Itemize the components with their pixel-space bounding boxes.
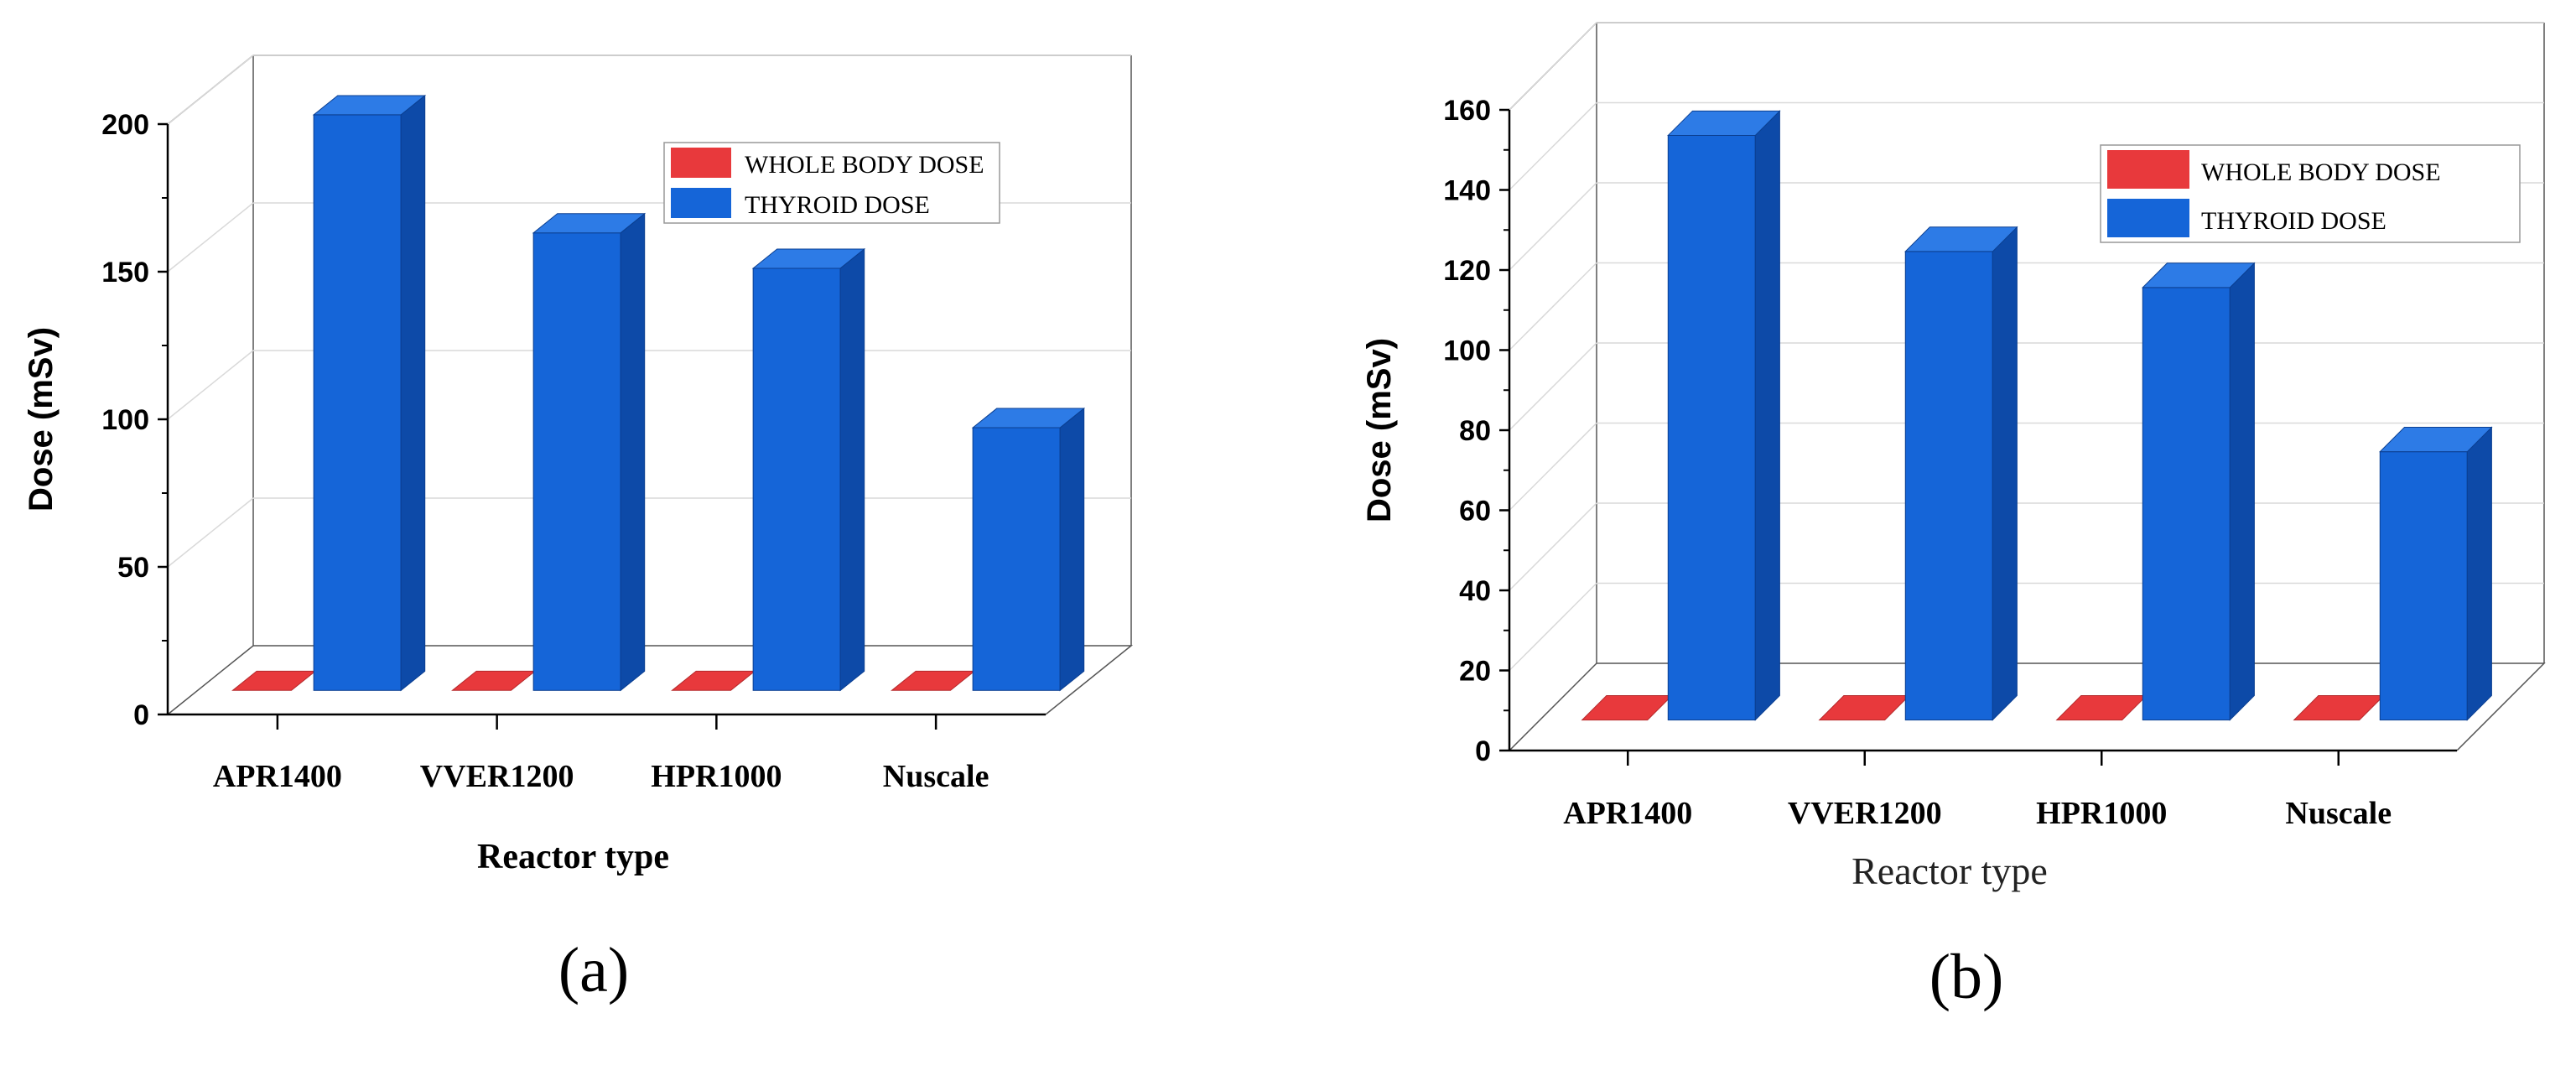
thyroid-bar [2142,287,2231,721]
panel-label: (a) [558,935,629,1005]
thyroid-bar-side [1754,110,1780,721]
thyroid-bar-side [1059,408,1085,692]
whole-body-bar [231,670,317,691]
whole-body-bar [1818,694,1911,721]
thyroid-bar-top [532,213,647,234]
thyroid-bar-top [971,408,1086,429]
x-axis-title: Reactor type [1852,849,2048,892]
gridline-side [167,350,254,420]
y-tick-label: 100 [1443,335,1491,367]
x-tick-label: HPR1000 [651,759,782,794]
thyroid-bar [972,427,1061,691]
thyroid-bar-side [2229,262,2255,721]
gridline-side [167,55,254,125]
x-tick-label: Nuscale [2285,796,2392,831]
thyroid-bar-top [2142,262,2256,288]
thyroid-bar-top [2379,427,2493,453]
y-tick-label: 60 [1459,496,1491,527]
legend-swatch-whole-body [671,148,731,178]
y-tick-label: 80 [1459,415,1491,447]
thyroid-bar-top [1904,226,2018,252]
whole-body-bar [1581,694,1674,721]
whole-body-bar [2293,694,2386,721]
thyroid-bar [1667,134,1756,721]
gridline-side [1509,101,1597,191]
thyroid-bar-top [312,95,427,116]
gridline-side [1509,22,1597,111]
thyroid-bar [2379,451,2468,721]
x-tick-label: VVER1200 [420,759,574,794]
gridline-side [167,202,254,273]
y-tick-label: 200 [101,109,149,141]
panel-label: (b) [1929,942,2004,1012]
thyroid-bar-top [751,248,866,269]
gridline-side [1509,422,1597,512]
thyroid-bar-side [2466,426,2492,721]
legend-label: THYROID DOSE [745,191,930,219]
thyroid-bar-side [1992,226,2018,721]
gridline-side [1509,262,1597,351]
y-tick-label: 100 [101,404,149,436]
chart-panel-a: 0 50 100 150 200 APR1400 VVER1200 HPR1000 Nuscal… [23,55,1134,1005]
thyroid-bar [752,268,841,691]
whole-body-bar [891,670,976,691]
x-tick-label: APR1400 [1563,796,1692,831]
x-tick-label: Nuscale [883,759,989,794]
legend-swatch-thyroid [671,188,731,218]
gridline-side [1509,582,1597,672]
y-tick-label: 50 [117,552,149,584]
y-tick-label: 120 [1443,255,1491,287]
y-tick-label: 0 [133,699,149,731]
legend-label: WHOLE BODY DOSE [745,151,984,179]
legend-swatch-thyroid [2107,199,2189,237]
y-axis-title: Dose (mSv) [23,327,60,512]
x-tick-label: APR1400 [213,759,342,794]
gridline-side [1509,502,1597,591]
legend-swatch-whole-body [2107,150,2189,189]
y-tick-label: 20 [1459,656,1491,688]
thyroid-bar-side [400,94,426,692]
thyroid-bar [1904,251,1993,721]
x-axis-title: Reactor type [477,838,669,876]
y-axis-title: Dose (mSv) [1361,338,1398,522]
whole-body-bar [2055,694,2148,721]
thyroid-bar-side [620,212,646,692]
whole-body-bar [451,670,537,691]
gridline-side [1509,182,1597,271]
y-tick-label: 40 [1459,575,1491,607]
legend-label: WHOLE BODY DOSE [2201,158,2441,186]
y-tick-label: 150 [101,257,149,288]
whole-body-bar [671,670,756,691]
legend-label: THYROID DOSE [2201,207,2386,235]
gridline-side [1509,342,1597,431]
thyroid-bar [532,232,621,691]
thyroid-bar-side [839,247,865,692]
y-tick-label: 0 [1475,735,1491,767]
chart-panel-b: 0 20 40 60 80 100 120 140 160 APR1400 VVER1200 HPR1… [1361,22,2546,1012]
x-tick-label: VVER1200 [1788,796,1942,831]
gridline-side [167,497,254,568]
y-tick-label: 160 [1443,95,1491,127]
thyroid-bar-top [1667,110,1781,136]
x-tick-label: HPR1000 [2036,796,2167,831]
y-tick-label: 140 [1443,175,1491,207]
thyroid-bar [313,114,402,691]
